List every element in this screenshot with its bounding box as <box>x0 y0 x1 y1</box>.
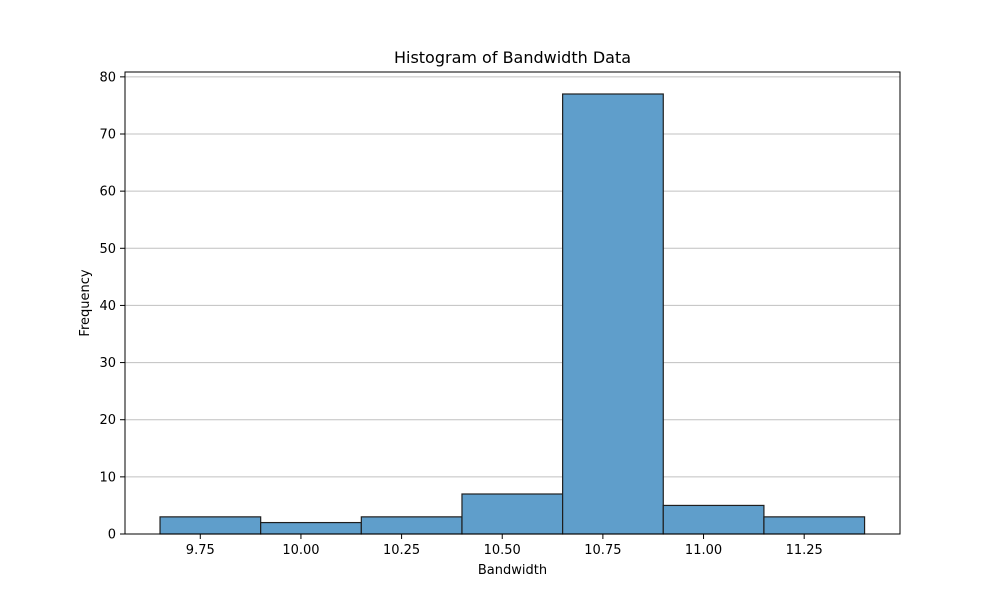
x-tick-label: 10.25 <box>383 543 420 558</box>
y-tick-label: 20 <box>99 413 116 428</box>
chart-title: Histogram of Bandwidth Data <box>394 48 631 67</box>
x-axis-label: Bandwidth <box>478 563 547 578</box>
histogram-bar <box>461 493 564 535</box>
y-axis-label: Frequency <box>78 269 93 336</box>
x-tick-label: 10.75 <box>584 543 621 558</box>
x-tick-label: 9.75 <box>186 543 215 558</box>
histogram-bar <box>562 93 664 535</box>
gridlines <box>125 76 900 535</box>
x-tick-label: 11.00 <box>685 543 722 558</box>
x-tick-label: 10.50 <box>484 543 521 558</box>
histogram-bars <box>159 93 866 535</box>
y-tick-label: 40 <box>99 299 116 314</box>
y-tick-label: 60 <box>99 185 116 200</box>
x-tick-label: 10.00 <box>282 543 319 558</box>
y-tick-label: 0 <box>108 528 116 543</box>
histogram-bar <box>662 504 765 535</box>
y-tick-label: 10 <box>99 470 116 485</box>
x-axis-ticks: 9.75 10.00 10.25 10.50 10.75 11.00 11.25 <box>186 534 823 558</box>
histogram-bar <box>159 516 262 535</box>
y-tick-label: 80 <box>99 70 116 85</box>
histogram-bar <box>360 516 463 535</box>
y-axis-ticks: 0 10 20 30 40 50 60 70 80 <box>99 70 125 543</box>
histogram-bar <box>260 521 362 535</box>
x-tick-label: 11.25 <box>786 543 823 558</box>
histogram-bar <box>763 516 866 535</box>
plot-frame <box>124 71 901 535</box>
y-tick-label: 50 <box>99 242 116 257</box>
y-tick-label: 70 <box>99 128 116 143</box>
y-tick-label: 30 <box>99 356 116 371</box>
